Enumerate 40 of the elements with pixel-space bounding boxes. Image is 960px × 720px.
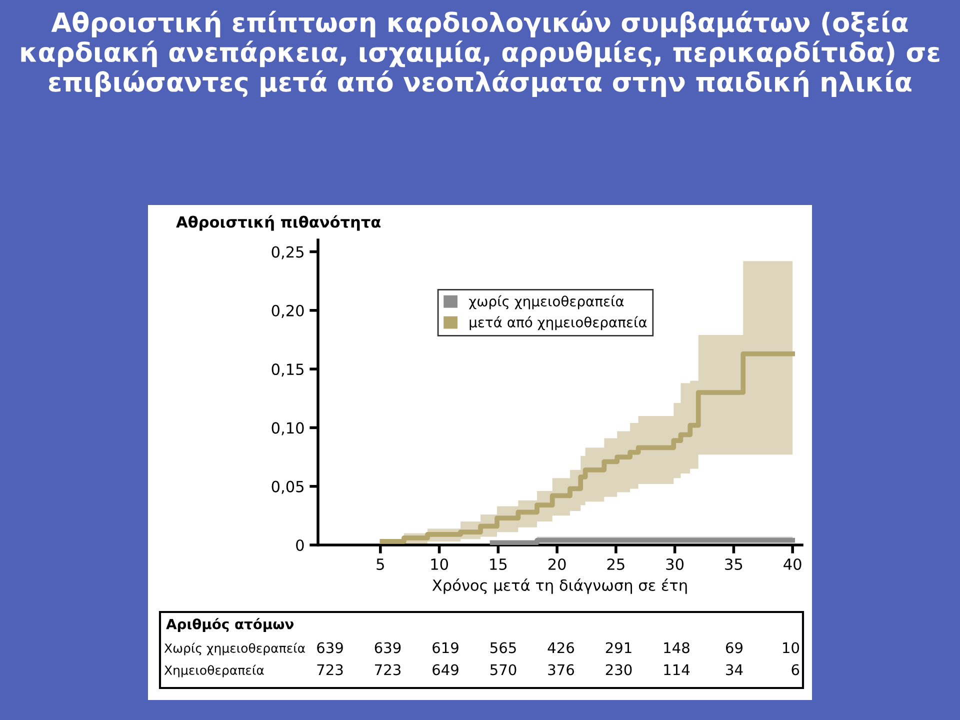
legend-label: μετά από χημειοθεραπεία: [470, 316, 647, 330]
x-tick-label: 20: [548, 558, 566, 570]
y-axis-title: Αθροιστική πιθανότητα: [176, 215, 381, 231]
y-tick-label: 0,25: [272, 246, 304, 260]
x-tick-label: 15: [490, 558, 507, 570]
y-tick-label: 0,20: [272, 304, 304, 318]
text: 565: [490, 642, 516, 654]
text: 114: [664, 664, 690, 676]
text: 426: [548, 642, 574, 654]
x-tick-label: 5: [376, 558, 384, 570]
x-tick-label: 35: [725, 558, 742, 570]
text: Αριθμός ατόμων: [166, 618, 294, 632]
text: 723: [317, 664, 343, 676]
x-tick-label: 25: [607, 558, 624, 570]
text: 570: [490, 664, 516, 676]
x-axis-title: Χρόνος μετά τη διάγνωση σε έτη: [432, 578, 687, 594]
text: 148: [664, 642, 690, 654]
y-tick-label: 0,05: [272, 480, 304, 494]
x-tick-label: 10: [431, 558, 448, 570]
y-tick-label: 0,10: [272, 422, 304, 436]
y-tick-label: 0,15: [272, 364, 304, 377]
legend-label: χωρίς χημειοθεραπεία: [468, 295, 624, 310]
y-tick-label: 0: [296, 539, 304, 552]
text: 6: [792, 664, 800, 676]
chart-title: Αθροιστική επίπτωση καρδιολογικών συμβαμάτων (οξεία καρδιακή ανεπάρκεια, ισχαιμία, αρρυθμίες, περικαρδίτιδα) σε επιβιώσαντες μετά από νεοπλάσματα στην παιδική ηλικία: [21, 10, 940, 98]
x-tick-label: 40: [784, 558, 802, 570]
text: 34: [726, 664, 743, 676]
x-tick-label: 30: [666, 558, 684, 570]
text: 10: [783, 642, 800, 654]
text: 723: [375, 664, 400, 676]
text: Χημειοθεραπεία: [164, 664, 264, 678]
text: 639: [317, 642, 343, 654]
text: 376: [548, 664, 574, 676]
text: 291: [606, 642, 632, 654]
text: 639: [374, 642, 401, 654]
text: 230: [606, 664, 632, 676]
text: 619: [432, 642, 458, 654]
text: Χωρίς χημειοθεραπεία: [164, 642, 305, 656]
text: 69: [726, 642, 743, 654]
text: 649: [432, 664, 458, 676]
